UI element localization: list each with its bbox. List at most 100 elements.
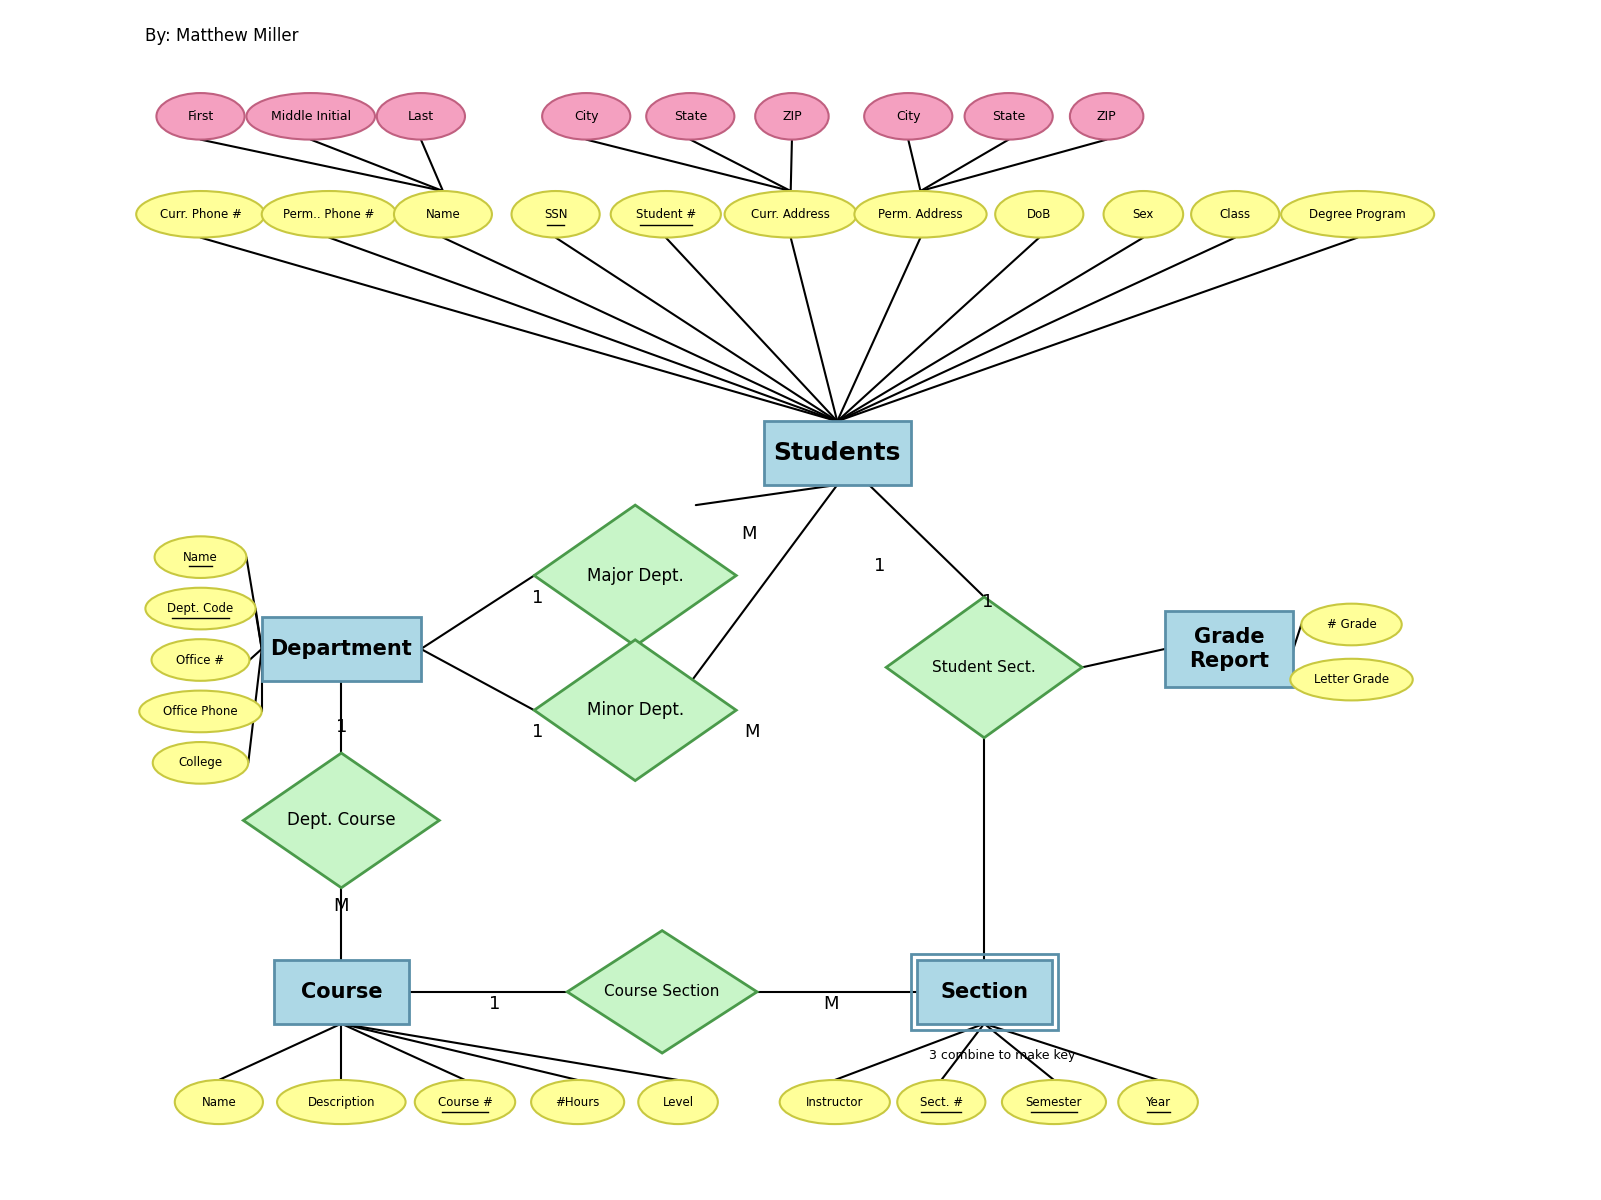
Ellipse shape (394, 191, 492, 238)
FancyBboxPatch shape (274, 960, 408, 1024)
Ellipse shape (1117, 1080, 1198, 1124)
Ellipse shape (152, 640, 250, 680)
Text: Minor Dept.: Minor Dept. (586, 701, 684, 719)
Ellipse shape (139, 691, 261, 732)
Ellipse shape (1069, 94, 1143, 139)
Text: Perm. Address: Perm. Address (879, 208, 962, 221)
Text: DoB: DoB (1028, 208, 1052, 221)
Text: M: M (823, 995, 839, 1013)
Text: Last: Last (408, 110, 434, 122)
Text: 1: 1 (488, 995, 500, 1013)
Text: Student Sect.: Student Sect. (932, 660, 1036, 674)
Text: M: M (333, 898, 349, 916)
Text: #Hours: #Hours (556, 1096, 600, 1109)
Ellipse shape (415, 1080, 516, 1124)
Text: Course #: Course # (437, 1096, 493, 1109)
Text: 1: 1 (981, 594, 994, 612)
Ellipse shape (639, 1080, 717, 1124)
Text: Perm.. Phone #: Perm.. Phone # (283, 208, 375, 221)
Text: Name: Name (426, 208, 461, 221)
Ellipse shape (647, 94, 735, 139)
Text: City: City (897, 110, 921, 122)
Text: 3 combine to make key: 3 combine to make key (929, 1049, 1076, 1062)
Text: 1: 1 (532, 724, 543, 742)
Ellipse shape (277, 1080, 405, 1124)
Polygon shape (243, 754, 439, 888)
Ellipse shape (1302, 604, 1402, 646)
Text: Curr. Phone #: Curr. Phone # (160, 208, 242, 221)
Ellipse shape (155, 536, 247, 578)
Text: Description: Description (307, 1096, 375, 1109)
Text: Office Phone: Office Phone (163, 704, 239, 718)
Text: 1: 1 (336, 719, 347, 737)
Ellipse shape (247, 94, 375, 139)
Ellipse shape (1191, 191, 1279, 238)
Ellipse shape (175, 1080, 263, 1124)
Text: Dept. Course: Dept. Course (287, 811, 395, 829)
Text: Letter Grade: Letter Grade (1314, 673, 1390, 686)
Polygon shape (535, 505, 736, 646)
Text: Student #: Student # (636, 208, 696, 221)
Ellipse shape (376, 94, 464, 139)
Text: Major Dept.: Major Dept. (588, 566, 684, 584)
Ellipse shape (543, 94, 631, 139)
Text: ZIP: ZIP (1097, 110, 1116, 122)
Polygon shape (535, 640, 736, 781)
Text: Department: Department (271, 638, 411, 659)
Ellipse shape (1290, 659, 1412, 701)
Ellipse shape (512, 191, 600, 238)
Text: Level: Level (663, 1096, 693, 1109)
Text: 1: 1 (532, 588, 543, 606)
Text: State: State (993, 110, 1025, 122)
Text: Middle Initial: Middle Initial (271, 110, 351, 122)
Text: SSN: SSN (544, 208, 567, 221)
Text: Grade
Report: Grade Report (1190, 628, 1270, 671)
Text: Section: Section (940, 982, 1028, 1002)
Ellipse shape (1002, 1080, 1106, 1124)
Text: Class: Class (1220, 208, 1250, 221)
Text: Dept. Code: Dept. Code (168, 602, 234, 616)
Text: Office #: Office # (176, 654, 224, 666)
Ellipse shape (725, 191, 857, 238)
Ellipse shape (964, 94, 1053, 139)
Text: City: City (575, 110, 599, 122)
FancyBboxPatch shape (764, 421, 911, 485)
Polygon shape (887, 596, 1082, 738)
Ellipse shape (865, 94, 953, 139)
Text: By: Matthew Miller: By: Matthew Miller (146, 26, 299, 44)
Text: Year: Year (1145, 1096, 1170, 1109)
Text: Instructor: Instructor (805, 1096, 863, 1109)
Ellipse shape (780, 1080, 890, 1124)
Ellipse shape (152, 742, 248, 784)
Ellipse shape (996, 191, 1084, 238)
Ellipse shape (855, 191, 986, 238)
Text: Semester: Semester (1026, 1096, 1082, 1109)
Text: Name: Name (202, 1096, 237, 1109)
Text: 1: 1 (874, 557, 885, 575)
Text: First: First (187, 110, 213, 122)
Polygon shape (567, 931, 757, 1054)
Ellipse shape (756, 94, 829, 139)
FancyBboxPatch shape (261, 617, 421, 680)
Text: M: M (741, 524, 757, 542)
Text: M: M (744, 724, 759, 742)
Ellipse shape (532, 1080, 624, 1124)
Ellipse shape (1281, 191, 1434, 238)
FancyBboxPatch shape (1166, 611, 1294, 686)
Text: ZIP: ZIP (783, 110, 802, 122)
Text: State: State (674, 110, 708, 122)
Text: # Grade: # Grade (1327, 618, 1377, 631)
Ellipse shape (897, 1080, 985, 1124)
Text: Students: Students (773, 442, 901, 466)
Ellipse shape (261, 191, 397, 238)
Text: Curr. Address: Curr. Address (751, 208, 831, 221)
Ellipse shape (157, 94, 245, 139)
Text: Name: Name (183, 551, 218, 564)
Text: Course Section: Course Section (605, 984, 720, 1000)
Text: College: College (178, 756, 223, 769)
Ellipse shape (136, 191, 264, 238)
Text: Sect. #: Sect. # (919, 1096, 962, 1109)
Ellipse shape (610, 191, 720, 238)
Text: Course: Course (301, 982, 383, 1002)
FancyBboxPatch shape (917, 960, 1052, 1024)
